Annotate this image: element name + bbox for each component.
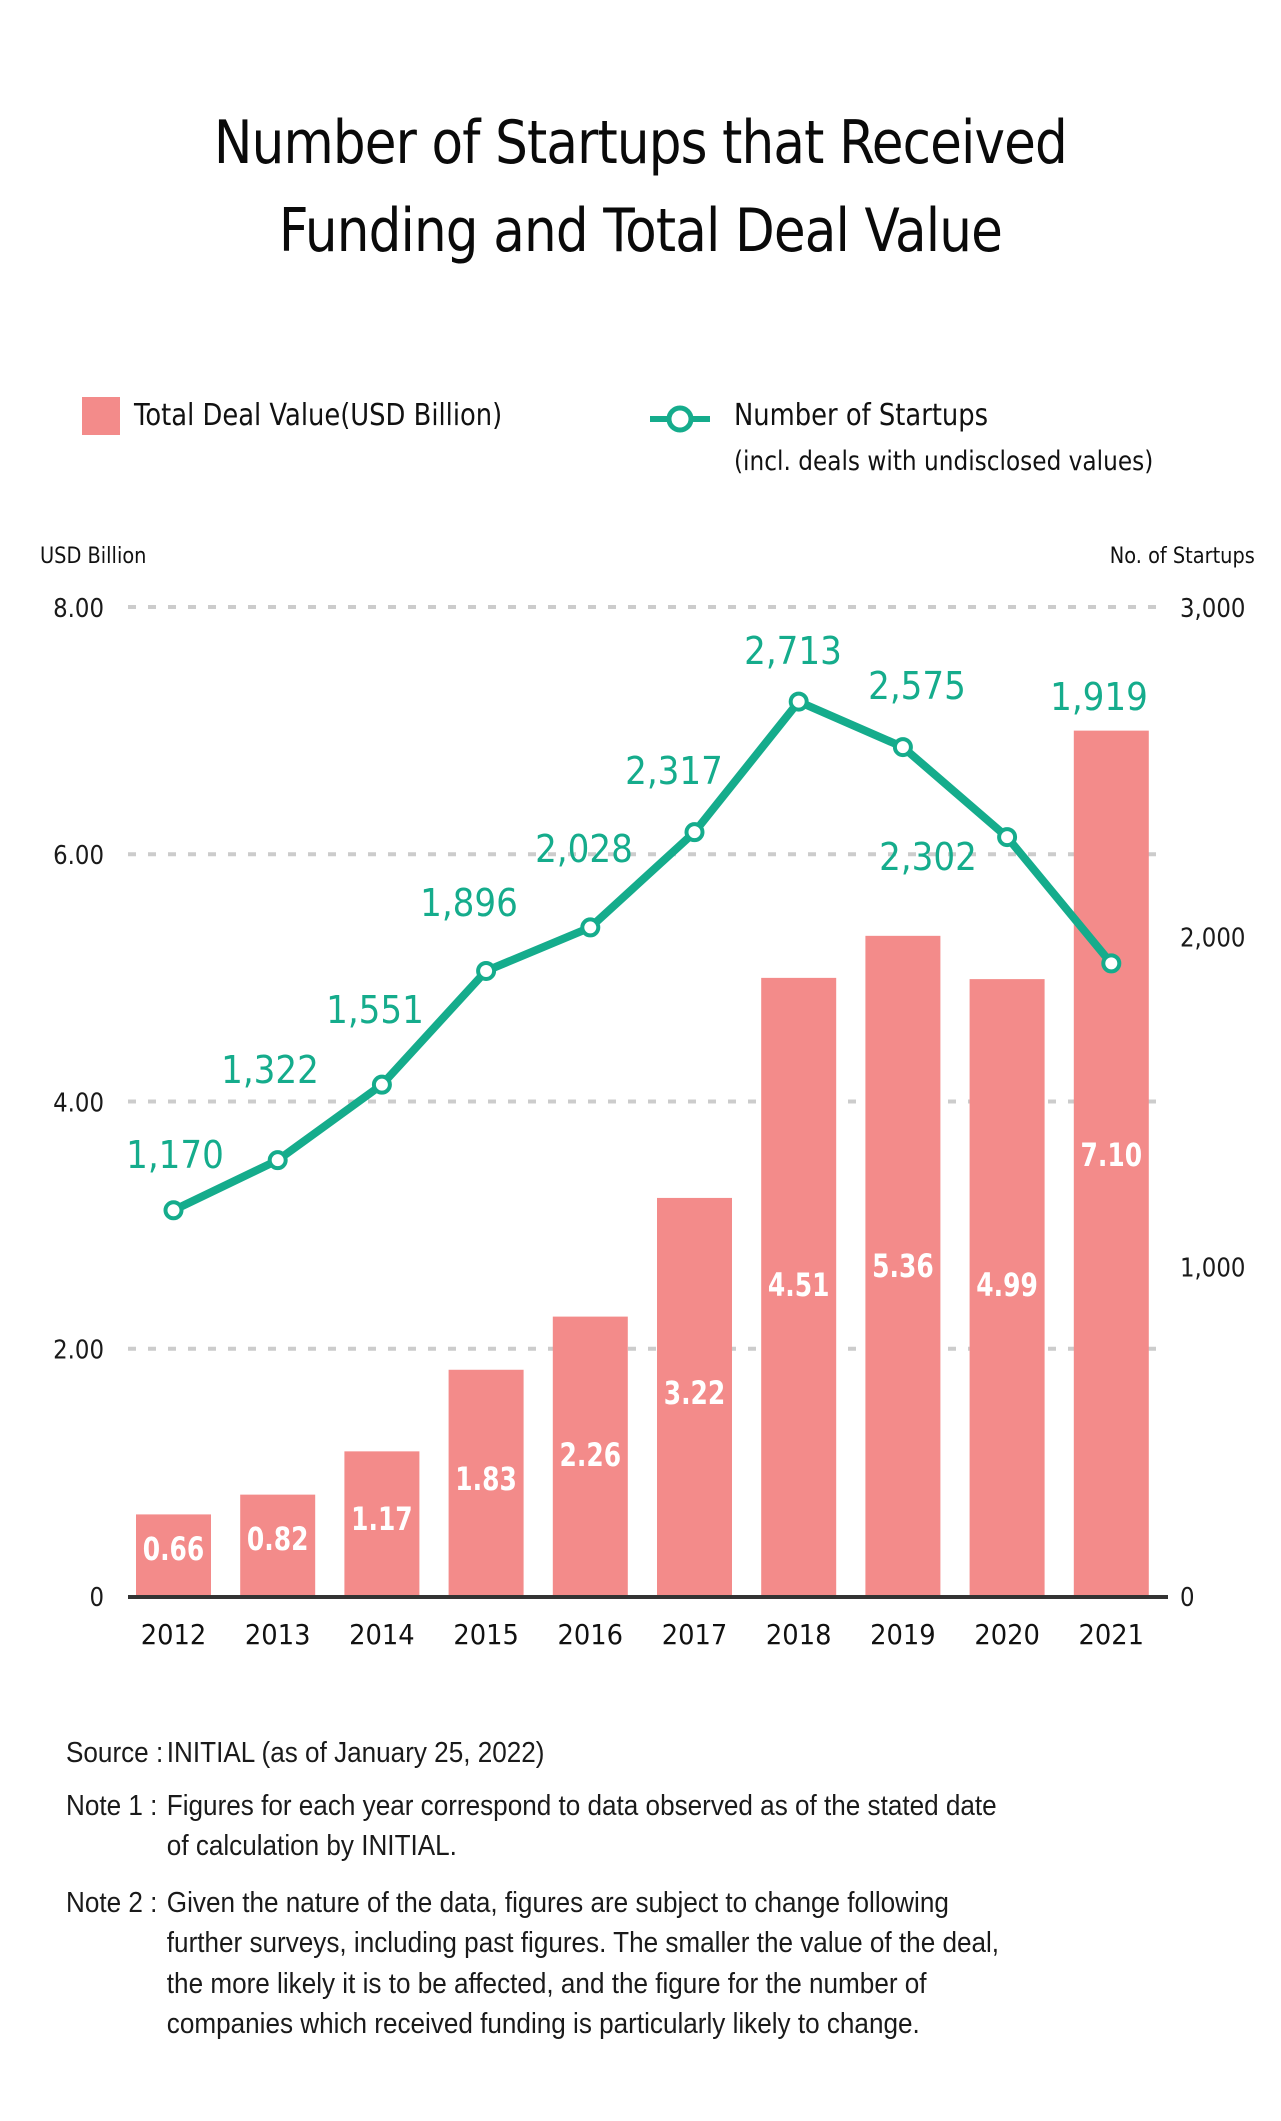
bar (865, 935, 941, 1596)
startups-line-point (371, 1074, 392, 1095)
note-2-line: the more likely it is to be affected, an… (166, 1968, 927, 2000)
note-1-label: Note 1 : (66, 1790, 158, 1822)
source-text: INITIAL (as of January 25, 2022) (166, 1737, 545, 1769)
left-axis-tick-label: 2.00 (53, 1334, 104, 1365)
right-axis-ticks: 0 1,000 2,000 3,000 (1180, 593, 1245, 1613)
right-axis-tick-label: 2,000 (1180, 922, 1245, 953)
bar-value-label: 1.83 (455, 1460, 517, 1498)
left-axis-tick-label: 8.00 (53, 593, 104, 624)
startups-line-value-label: 2,575 (868, 663, 966, 708)
legend-line-label: Number of Startups (734, 398, 989, 433)
right-axis-title: No. of Startups (1109, 544, 1255, 569)
startups-line-path (171, 697, 1115, 1214)
left-axis-tick-label: 4.00 (53, 1087, 104, 1118)
x-axis-tick-label: 2015 (453, 1619, 519, 1651)
legend-line-dot (666, 405, 694, 433)
left-axis-tick-label: 0 (89, 1582, 104, 1613)
bar-labels: 0.66 0.82 1.17 1.83 2.26 3.22 4.51 5.36 4.99 7.10 (143, 1136, 1142, 1568)
source-label: Source : (66, 1737, 164, 1769)
startups-line-point (267, 1150, 288, 1171)
note-2-line: further surveys, including past figures.… (166, 1927, 1000, 1959)
startups-line-point (997, 827, 1018, 848)
right-axis-tick-label: 1,000 (1180, 1252, 1245, 1283)
note-2-line: Given the nature of the data, figures ar… (166, 1887, 949, 1919)
x-axis-tick-label: 2016 (558, 1619, 624, 1651)
legend-line-sublabel: (incl. deals with undisclosed values) (734, 446, 1154, 477)
bar-value-label: 2.26 (560, 1436, 622, 1474)
bars (136, 730, 1149, 1596)
right-axis-tick-label: 0 (1180, 1582, 1195, 1613)
bar (1073, 730, 1149, 1596)
x-axis-tick-label: 2019 (870, 1619, 936, 1651)
x-axis-tick-label: 2020 (974, 1619, 1040, 1651)
x-axis-tick-label: 2018 (766, 1619, 832, 1651)
bar-value-label: 5.36 (872, 1247, 934, 1285)
startups-line-value-label: 2,317 (625, 748, 723, 793)
startups-line-value-label: 1,551 (326, 987, 424, 1032)
bar (552, 1316, 628, 1596)
startups-line (163, 691, 1122, 1221)
startups-line-value-label: 2,302 (879, 834, 977, 879)
legend-bar-label: Total Deal Value(USD Billion) (134, 398, 503, 433)
x-axis-tick-labels: 2012 2013 2014 2015 2016 2017 2018 2019 2020 2021 (141, 1619, 1144, 1651)
legend-bar-swatch (82, 397, 120, 435)
bar (657, 1197, 732, 1596)
startups-line-point (1101, 953, 1122, 974)
bar (136, 1514, 211, 1596)
startups-line-value-label: 2,713 (744, 628, 842, 673)
startups-line-value-label: 2,028 (535, 826, 633, 871)
startups-line-value-label: 1,896 (420, 880, 518, 925)
bar (240, 1494, 316, 1596)
bar-value-label: 4.51 (768, 1266, 830, 1304)
bar (969, 979, 1045, 1596)
startups-line-point (892, 737, 913, 758)
x-axis-tick-label: 2021 (1079, 1619, 1145, 1651)
x-axis-tick-label: 2014 (349, 1619, 415, 1651)
x-axis-tick-label: 2013 (245, 1619, 311, 1651)
note-1-line: of calculation by INITIAL. (166, 1830, 457, 1862)
note-2-line: companies which received funding is part… (166, 2008, 920, 2040)
bar-value-label: 4.99 (976, 1266, 1038, 1304)
left-axis-ticks: 0 2.00 4.00 6.00 8.00 (53, 593, 104, 1613)
bar-value-label: 1.17 (351, 1500, 413, 1538)
startups-line-value-label: 1,322 (221, 1047, 319, 1092)
left-axis-title: USD Billion (40, 544, 147, 569)
startups-line-value-label: 1,170 (126, 1132, 224, 1177)
bar-value-label: 0.66 (143, 1530, 205, 1568)
legend-line-marker-icon (650, 405, 710, 433)
x-axis-tick-label: 2017 (662, 1619, 728, 1651)
bar-value-label: 7.10 (1081, 1136, 1143, 1174)
startups-line-point (684, 822, 705, 843)
x-axis-tick-label: 2012 (141, 1619, 207, 1651)
startups-line-point (476, 960, 497, 981)
bar-value-label: 3.22 (664, 1374, 726, 1412)
bar (761, 977, 837, 1596)
chart-title-line-1: Number of Startups that Received (213, 108, 1068, 178)
bar (448, 1369, 524, 1596)
chart-title-line-2: Funding and Total Deal Value (278, 196, 1003, 266)
bar-value-label: 0.82 (247, 1520, 309, 1558)
right-axis-tick-label: 3,000 (1180, 593, 1245, 624)
note-1-line: Figures for each year correspond to data… (166, 1790, 997, 1822)
startups-line-point (788, 691, 809, 712)
startups-line-point (163, 1200, 184, 1221)
startups-line-point (580, 917, 601, 938)
left-axis-tick-label: 6.00 (53, 840, 104, 871)
startups-line-value-label: 1,919 (1050, 674, 1148, 719)
note-2-label: Note 2 : (66, 1887, 158, 1919)
bar (344, 1451, 420, 1596)
